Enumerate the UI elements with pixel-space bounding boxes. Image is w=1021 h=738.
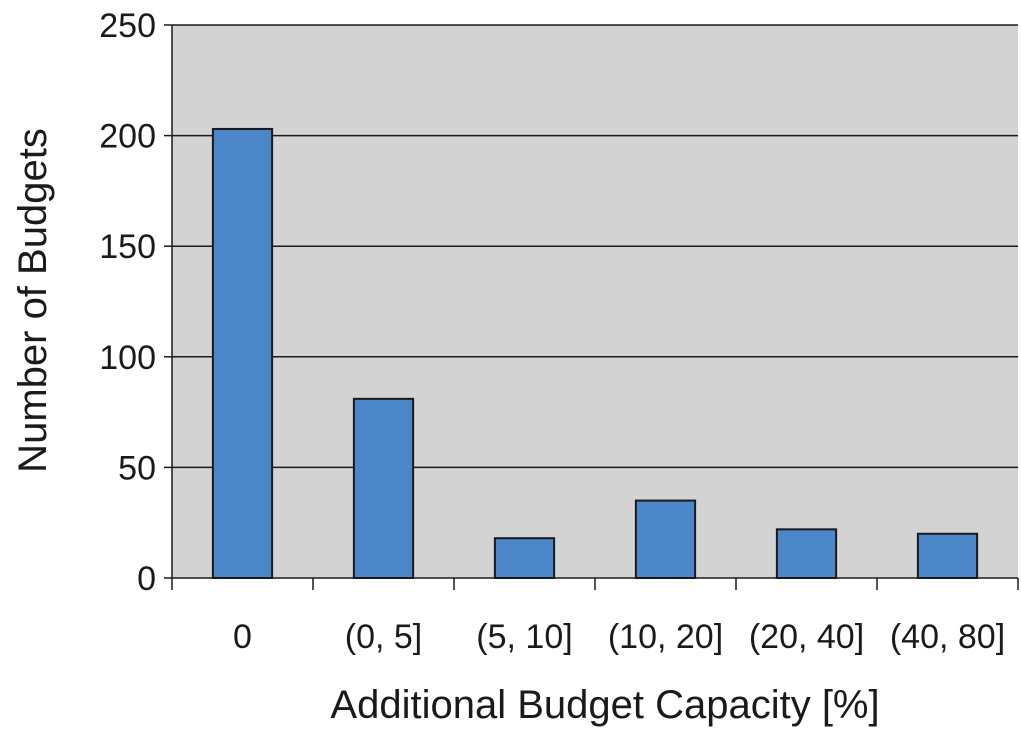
x-tick-label-1: (0, 5] — [345, 618, 422, 656]
bar-2 — [493, 537, 556, 580]
bar-0 — [211, 127, 274, 580]
x-tick-label-0: 0 — [233, 618, 252, 656]
y-tick-labels: 0 50 100 150 200 250 — [99, 7, 156, 598]
y-tick-label-100: 100 — [99, 339, 156, 377]
bars — [211, 127, 979, 580]
gridlines — [164, 24, 1018, 579]
x-tick-label-3: (10, 20] — [608, 618, 723, 656]
y-tick-label-150: 150 — [99, 228, 156, 266]
x-tick-labels: 0 (0, 5] (5, 10] (10, 20] (20, 40] (40, 80] — [233, 618, 1005, 656]
x-tick-label-2: (5, 10] — [476, 618, 572, 656]
y-axis-title: Number of Budgets — [11, 128, 55, 473]
bar-5 — [916, 532, 979, 580]
bar-3 — [634, 499, 697, 579]
plot-area — [172, 25, 1018, 578]
y-tick-label-0: 0 — [137, 560, 156, 598]
bar-1 — [352, 397, 415, 579]
axes — [171, 25, 1019, 590]
y-tick-label-250: 250 — [99, 7, 156, 45]
plot-background — [172, 25, 1018, 578]
x-tick-label-4: (20, 40] — [749, 618, 864, 656]
y-tick-label-200: 200 — [99, 118, 156, 156]
x-tick-label-5: (40, 80] — [890, 618, 1005, 656]
x-axis-title: Additional Budget Capacity [%] — [330, 683, 879, 727]
bar-4 — [775, 528, 838, 579]
y-tick-label-50: 50 — [118, 449, 156, 487]
